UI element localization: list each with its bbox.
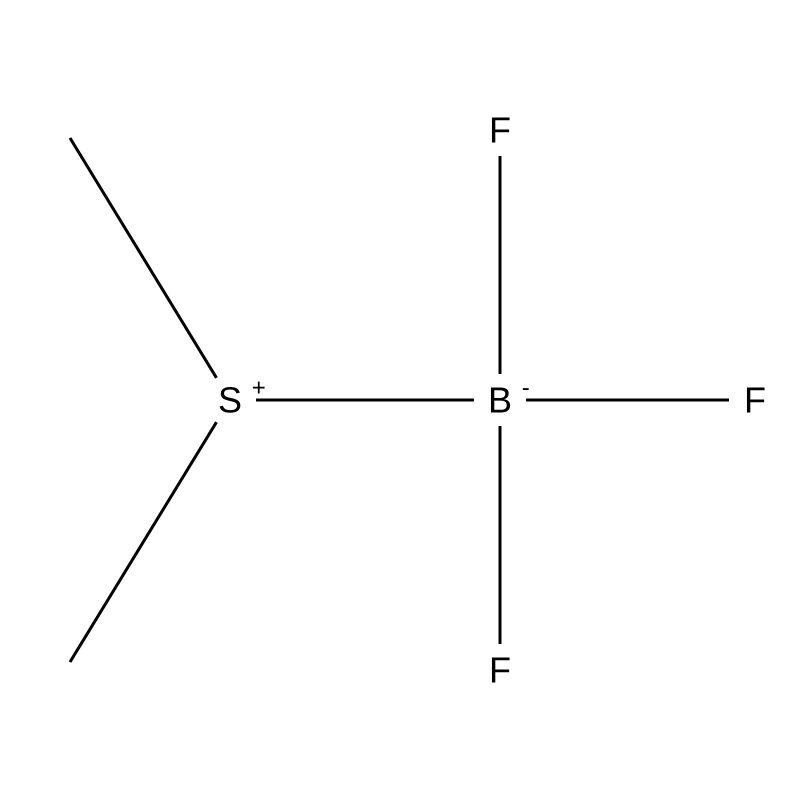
bond-S-C_top bbox=[70, 138, 216, 378]
bonds-layer bbox=[70, 138, 729, 662]
bond-S-C_bottom bbox=[70, 422, 216, 662]
atom-label-F_top: F bbox=[489, 110, 511, 151]
atom-charge-S: + bbox=[252, 375, 266, 402]
atom-label-S: S bbox=[218, 380, 242, 421]
atom-label-F_bottom: F bbox=[489, 650, 511, 691]
atom-charge-B: - bbox=[522, 375, 530, 402]
atom-label-F_right: F bbox=[744, 380, 766, 421]
atom-label-B: B bbox=[488, 380, 512, 421]
chemical-structure-diagram: S + B- F F F bbox=[0, 0, 800, 800]
